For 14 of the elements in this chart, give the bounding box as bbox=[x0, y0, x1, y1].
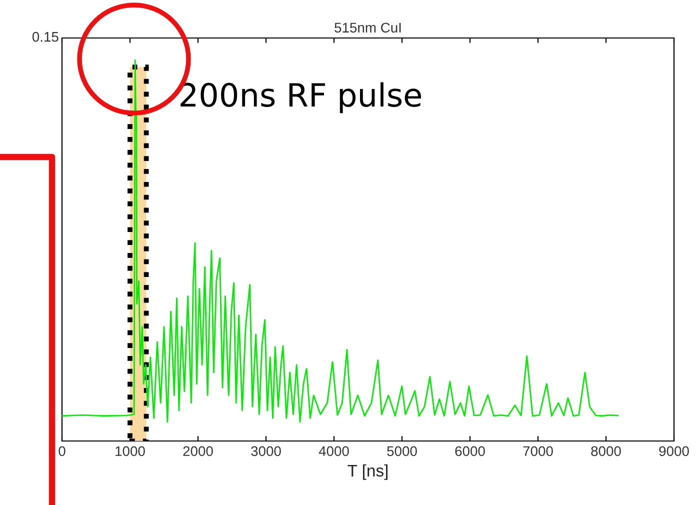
text: 0.15 bbox=[32, 32, 58, 42]
x-tick-label: 0 bbox=[58, 446, 66, 456]
band-label: 200ns RF pulse bbox=[180, 82, 422, 114]
x-tick-label: 5000 bbox=[387, 446, 417, 456]
x-tick-label: 4000 bbox=[318, 446, 349, 456]
x-tick-label: 1000 bbox=[116, 446, 145, 456]
x-tick-label: 7000 bbox=[523, 446, 553, 456]
x-tick-label: 2000 bbox=[183, 446, 213, 456]
x-tick-label: 3000 bbox=[251, 446, 281, 456]
x-tick-label: 8000 bbox=[591, 446, 621, 456]
x-tick-label: 9000 bbox=[659, 446, 689, 456]
x-tick-label: 6000 bbox=[455, 446, 485, 456]
x-axis-title: T [ns] bbox=[348, 464, 388, 480]
chart-title: 515nm CuI bbox=[334, 22, 401, 33]
